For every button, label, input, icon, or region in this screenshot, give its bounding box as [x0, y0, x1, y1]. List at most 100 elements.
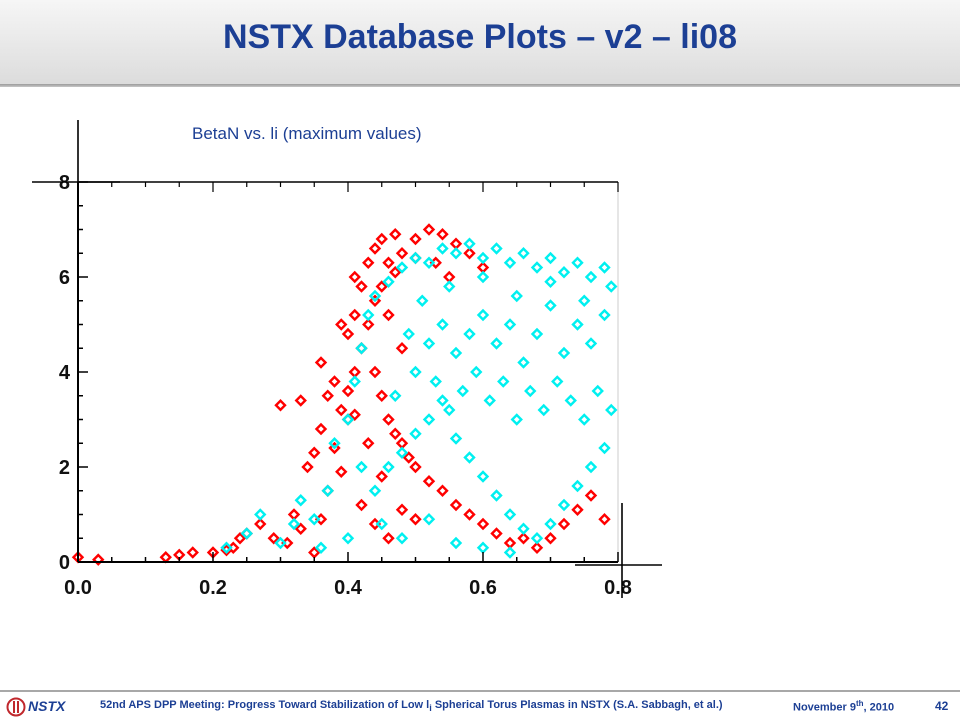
series-1-point-63	[584, 337, 598, 350]
footer-meeting-post: Spherical Torus Plasmas in NSTX (S.A. Sa…	[431, 699, 723, 711]
series-1-point-58	[517, 356, 530, 369]
series-0-point-23	[355, 280, 368, 293]
axes-layer	[77, 181, 619, 563]
series-1-point-94	[544, 275, 557, 288]
series-0-point-64	[314, 422, 328, 436]
footer-date-sup: th	[855, 699, 864, 708]
x-tick-label-0: 0.0	[64, 577, 92, 599]
series-0-point-63	[294, 394, 307, 407]
series-1-point-55	[476, 308, 490, 322]
series-1-point-80	[591, 384, 604, 398]
series-0-point-78	[409, 513, 422, 526]
series-0-point-31	[422, 223, 436, 236]
series-1-point-76	[537, 403, 550, 417]
series-0-point-40	[389, 427, 402, 440]
series-0-point-65	[308, 446, 321, 459]
series-1-point-39	[463, 451, 476, 464]
series-0-point-4	[186, 546, 199, 559]
series-1-point-82	[375, 517, 388, 531]
series-0-point-49	[490, 527, 503, 540]
series-0-point-73	[443, 270, 456, 284]
series-0-point-80	[362, 437, 375, 450]
series-1-point-84	[422, 513, 436, 526]
series-1-point-46	[557, 498, 571, 512]
series-0-point-84	[335, 318, 348, 331]
footer-date: November 9th, 2010	[793, 699, 894, 714]
footer-meeting-pre: 52nd APS DPP Meeting: Progress Toward St…	[100, 699, 430, 711]
series-1-point-53	[449, 346, 463, 360]
series-1-point-64	[598, 308, 611, 322]
series-0-point-57	[598, 513, 611, 526]
series-0-point-27	[382, 256, 395, 269]
series-0-point-79	[375, 470, 388, 483]
y-tick-label-3: 6	[59, 267, 70, 289]
y-tick-label-0: 0	[59, 552, 70, 574]
series-1-point-6	[308, 513, 321, 526]
series-0-point-37	[368, 365, 382, 379]
series-1-point-5	[294, 494, 307, 507]
series-0-point-42	[402, 451, 415, 464]
series-0-point-43	[409, 460, 422, 474]
series-0-point-35	[476, 261, 490, 274]
x-tick-label-1: 0.2	[199, 577, 227, 599]
series-1-point-28	[571, 256, 584, 269]
series-0-point-68	[368, 294, 382, 307]
series-1-point-23	[503, 256, 517, 269]
series-0-point-54	[557, 517, 571, 531]
footer-meeting-sub: i	[429, 703, 432, 714]
series-0-point-30	[409, 232, 422, 246]
series-1-point-22	[490, 242, 503, 255]
series-0-point-32	[436, 228, 449, 241]
series-1-point-90	[355, 460, 368, 474]
series-0-point-10	[254, 517, 267, 531]
series-1-point-16	[409, 251, 422, 265]
y-tick-label-1: 2	[59, 457, 70, 479]
series-1-point-37	[436, 394, 449, 407]
marks-layer	[71, 223, 618, 566]
series-0-point-36	[362, 318, 375, 331]
series-1-point-35	[409, 427, 422, 440]
series-0-point-47	[463, 508, 476, 521]
series-1-point-30	[598, 261, 611, 274]
series-0-point-45	[436, 484, 449, 497]
series-1-point-50	[409, 365, 422, 379]
series-1-point-60	[544, 299, 557, 312]
series-1-point-25	[530, 261, 544, 274]
series-1-point-75	[524, 384, 537, 398]
series-1-point-17	[422, 256, 436, 269]
series-1-point-70	[456, 384, 469, 398]
series-1-point-8	[328, 437, 341, 450]
series-0-point-41	[395, 437, 409, 450]
series-1-point-93	[510, 289, 523, 303]
ticks-layer: 0.0 0.2 0.4 0.6 0.8 0 2 4 6 8	[59, 172, 632, 599]
series-1-point-91	[443, 280, 456, 293]
series-0-point-44	[422, 475, 436, 488]
series-1-point-21	[476, 251, 490, 265]
series-1-point-67	[416, 294, 429, 307]
series-1-point-7	[321, 484, 334, 497]
slide-title: NSTX Database Plots – v2 – li08	[222, 18, 738, 56]
series-1-point-69	[443, 403, 456, 417]
series-1-point-11	[355, 342, 368, 355]
series-1-point-54	[463, 327, 476, 341]
footer-logo-text: NSTX	[28, 698, 66, 714]
series-1-point-51	[422, 337, 436, 350]
series-1-point-31	[605, 280, 618, 293]
series-1-point-85	[449, 536, 463, 550]
series-1-point-59	[530, 327, 544, 341]
series-0-point-87	[395, 342, 409, 355]
series-1-point-42	[503, 508, 517, 521]
series-1-point-18	[436, 242, 449, 255]
series-1-point-19	[449, 247, 463, 260]
series-0-point-25	[368, 242, 382, 255]
series-1-point-57	[503, 318, 517, 331]
footer-meeting-text: 52nd APS DPP Meeting: Progress Toward St…	[100, 699, 723, 713]
series-0-point-26	[375, 232, 388, 246]
series-1-point-44	[530, 532, 544, 545]
footer-rule	[0, 690, 960, 692]
x-tick-label-4: 0.8	[604, 577, 632, 599]
series-0-point-13	[287, 508, 301, 521]
series-1-point-49	[598, 441, 611, 455]
series-0-point-29	[395, 247, 409, 260]
